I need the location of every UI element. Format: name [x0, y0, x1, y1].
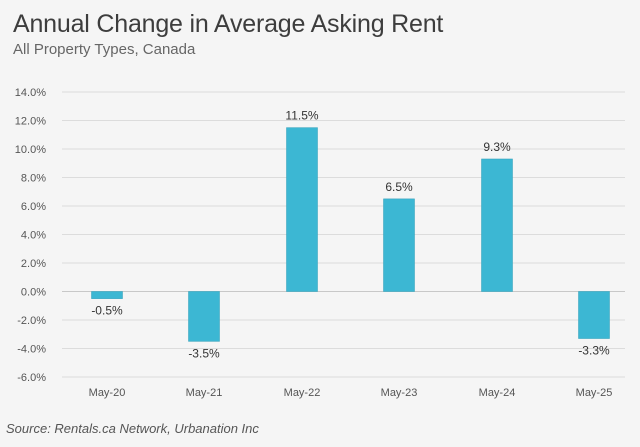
data-label: 9.3% [483, 140, 511, 154]
bar-may-25 [578, 291, 610, 339]
data-label: -3.5% [188, 346, 220, 360]
x-tick-label: May-20 [89, 387, 126, 399]
data-label: -0.5% [91, 304, 123, 318]
bar-may-22 [286, 127, 318, 292]
data-label: 6.5% [385, 180, 413, 194]
x-tick-label: May-22 [284, 387, 321, 399]
data-labels: -0.5% -3.5% 11.5% 6.5% 9.3% -3.3% [91, 109, 610, 361]
x-tick-label: May-23 [381, 387, 418, 399]
y-tick-label: -6.0% [17, 372, 46, 384]
chart-title: Annual Change in Average Asking Rent [13, 10, 444, 38]
x-tick-label: May-25 [576, 387, 613, 399]
source-note: Source: Rentals.ca Network, Urbanation I… [6, 421, 259, 436]
y-tick-label: 8.0% [21, 173, 46, 185]
gridlines [62, 91, 625, 378]
bars [91, 127, 610, 342]
x-axis-ticks: May-20 May-21 May-22 May-23 May-24 May-25 [89, 387, 613, 399]
x-tick-label: May-24 [479, 387, 516, 399]
chart-subtitle: All Property Types, Canada [13, 41, 196, 58]
bar-may-23 [383, 198, 415, 292]
y-tick-label: 4.0% [21, 230, 46, 242]
y-tick-label: 10.0% [15, 144, 46, 156]
data-label: -3.3% [578, 344, 610, 358]
bar-may-24 [481, 158, 513, 292]
y-tick-label: 6.0% [21, 201, 46, 213]
y-tick-label: 12.0% [15, 116, 46, 128]
data-label: 11.5% [285, 109, 318, 123]
bar-may-20 [91, 291, 123, 299]
y-tick-label: -4.0% [17, 344, 46, 356]
y-tick-label: -2.0% [17, 315, 46, 327]
y-tick-label: 14.0% [15, 87, 46, 99]
y-axis-ticks: 14.0% 12.0% 10.0% 8.0% 6.0% 4.0% 2.0% 0.0% -2.0%… [15, 87, 46, 384]
y-tick-label: 2.0% [21, 258, 46, 270]
bar-may-21 [188, 291, 220, 342]
y-tick-label: 0.0% [21, 287, 46, 299]
x-tick-label: May-21 [186, 387, 223, 399]
